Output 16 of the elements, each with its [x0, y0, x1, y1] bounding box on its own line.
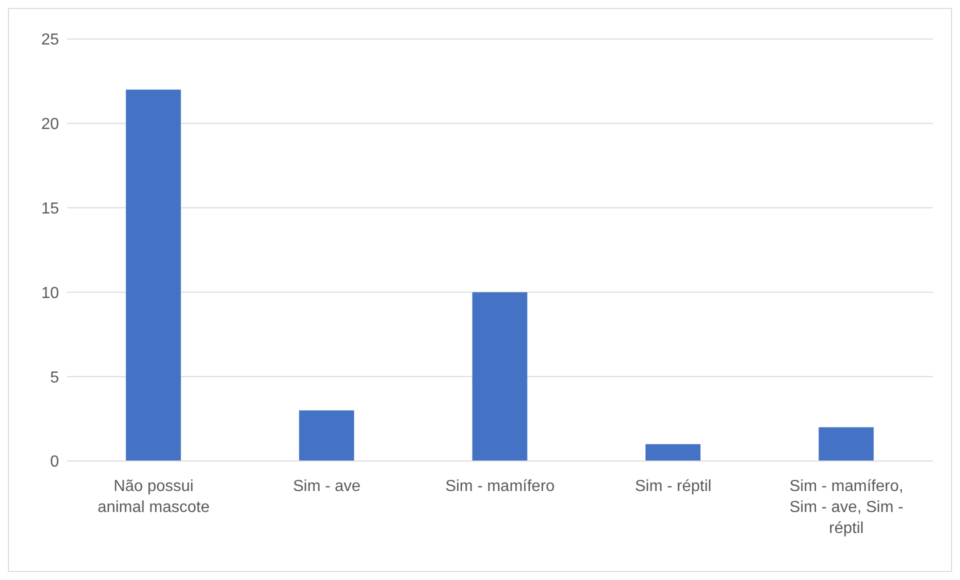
y-tick-label: 20	[41, 116, 60, 134]
y-tick-label: 10	[41, 284, 60, 302]
bar	[472, 292, 528, 461]
y-tick-label: 0	[50, 454, 60, 471]
y-tick-label: 25	[41, 32, 60, 49]
bar	[818, 427, 874, 461]
x-tick-label: Sim - réptil	[634, 478, 712, 495]
x-tick-label: Sim - ave	[293, 478, 361, 495]
bar	[126, 90, 181, 461]
y-tick-label: 15	[41, 200, 60, 218]
y-tick-label: 5	[50, 369, 60, 386]
x-tick-label: Não possui animal mascote	[98, 478, 210, 516]
bar	[299, 410, 354, 461]
bar	[645, 444, 700, 461]
x-tick-label: Sim - mamífero, Sim - ave, Sim - réptil	[790, 478, 904, 537]
x-tick-label: Sim - mamífero	[445, 478, 555, 495]
